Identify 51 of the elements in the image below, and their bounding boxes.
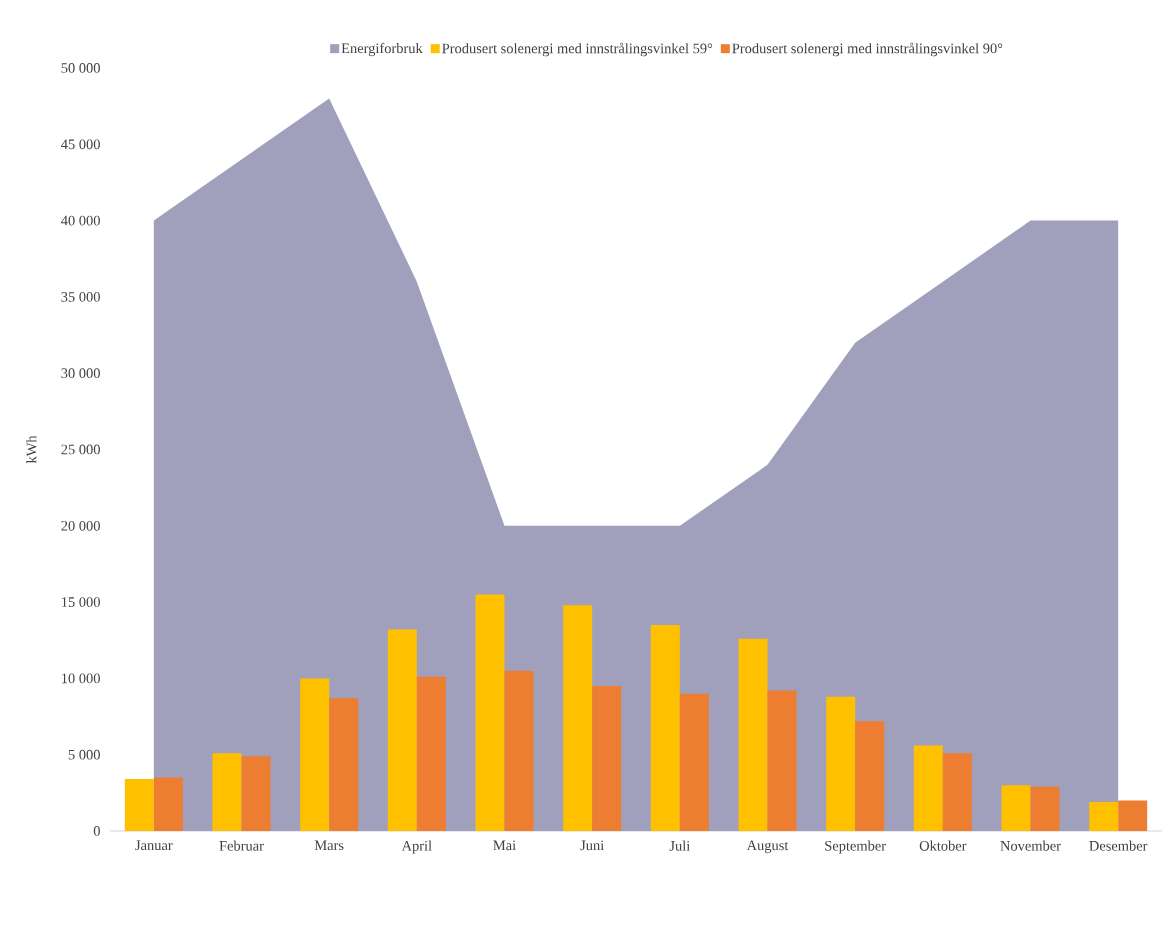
- x-tick-label: Mai: [493, 840, 516, 851]
- bar: [767, 690, 797, 831]
- bar: [300, 678, 330, 831]
- y-tick-label: 50 000: [61, 63, 100, 73]
- x-tick-label: November: [1000, 840, 1061, 851]
- x-tick-label: Mars: [314, 840, 344, 851]
- y-tick-label: 25 000: [61, 444, 100, 455]
- y-tick-label: 40 000: [61, 215, 100, 226]
- y-tick-label: 20 000: [61, 520, 100, 531]
- bar: [563, 605, 593, 831]
- bar: [942, 753, 972, 831]
- legend-label: Produsert solenergi med innstrålingsvinkel 59°: [442, 42, 713, 57]
- bar: [475, 594, 505, 831]
- bar: [387, 629, 417, 831]
- bar: [1118, 800, 1148, 831]
- bar: [124, 779, 154, 831]
- legend-label: Produsert solenergi med innstrålingsvinkel 90°: [732, 42, 1003, 57]
- bar: [738, 638, 768, 831]
- y-axis-title: kWh: [26, 435, 37, 464]
- x-tick-label: August: [746, 840, 789, 854]
- x-tick-label: Desember: [1089, 840, 1148, 851]
- bar: [1089, 802, 1119, 831]
- bar: [241, 756, 271, 831]
- x-tick-label: Juni: [580, 840, 604, 851]
- y-tick-label: 15 000: [62, 597, 100, 607]
- bar: [1030, 786, 1060, 831]
- bar: [1001, 785, 1031, 831]
- x-tick-label: April: [401, 840, 432, 854]
- bar: [212, 753, 242, 831]
- bar: [826, 696, 856, 831]
- bar: [153, 777, 183, 831]
- bar: [329, 698, 359, 831]
- y-tick-label: 5 000: [68, 749, 100, 760]
- bar: [592, 686, 622, 831]
- x-tick-label: Oktober: [919, 840, 967, 851]
- x-tick-label: Januar: [135, 840, 173, 851]
- x-tick-label: September: [825, 840, 886, 854]
- bar: [913, 745, 943, 831]
- bar: [855, 721, 885, 831]
- x-tick-label: Juli: [669, 840, 690, 851]
- legend-label: Energiforbruk: [341, 42, 423, 57]
- bar: [679, 693, 709, 831]
- bar: [504, 670, 534, 831]
- bar: [650, 624, 680, 831]
- y-tick-label: 45 000: [61, 139, 100, 150]
- y-tick-label: 0: [93, 826, 100, 836]
- x-tick-label: Februar: [219, 840, 264, 851]
- y-tick-label: 35 000: [61, 292, 100, 302]
- y-tick-label: 10 000: [62, 673, 100, 684]
- bar: [416, 676, 446, 831]
- y-tick-label: 30 000: [61, 368, 100, 379]
